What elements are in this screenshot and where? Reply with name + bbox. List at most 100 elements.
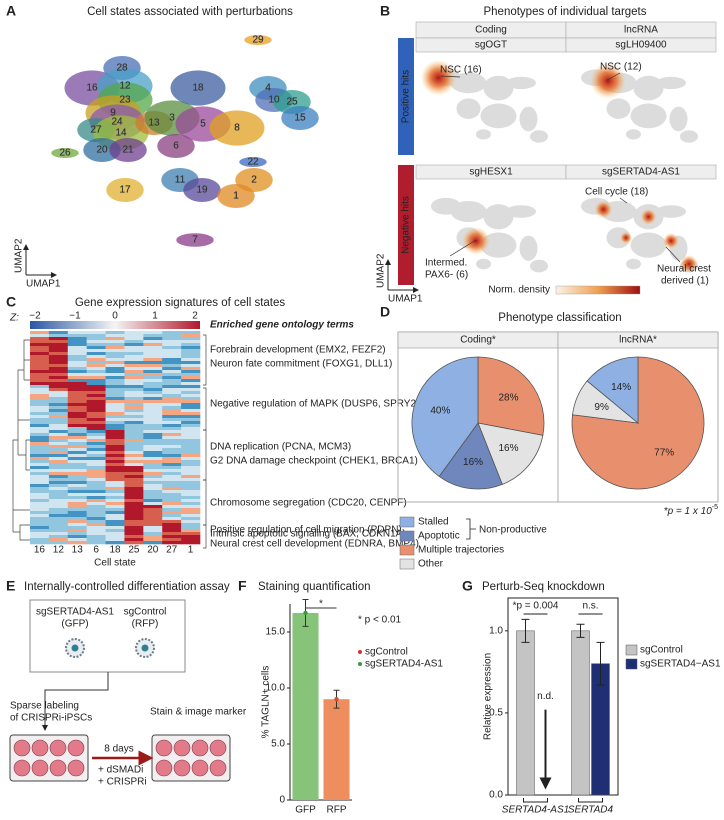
umap-background: [506, 205, 536, 218]
heatmap-cell: [143, 541, 163, 545]
heatmap-cell: [48, 334, 69, 338]
heatmap-cell: [86, 451, 106, 455]
heatmap-cell: [86, 529, 106, 533]
heatmap-cell: [86, 355, 106, 359]
heatmap-cell: [143, 481, 163, 485]
heatmap-cell: [162, 370, 182, 374]
heatmap-cell: [124, 397, 144, 401]
x-tick-label: 16: [34, 545, 46, 556]
heatmap-cell: [105, 436, 125, 440]
heatmap-cell: [143, 442, 163, 446]
y-axis-label: Relative expression: [483, 653, 494, 740]
cluster-cloud: [239, 157, 267, 167]
heatmap-cell: [143, 343, 163, 347]
umap-background: [476, 129, 491, 140]
heatmap-cell: [162, 505, 182, 509]
heatmap-cell: [67, 376, 87, 380]
heatmap-cell: [86, 478, 106, 482]
axis-label: UMAP2: [376, 253, 387, 288]
heatmap-cell: [86, 436, 106, 440]
heatmap-cell: [67, 523, 87, 527]
heatmap-cell: [30, 379, 50, 383]
heatmap-cell: [86, 520, 106, 524]
heatmap-cell: [86, 370, 106, 374]
heatmap-cell: [162, 349, 182, 353]
cluster-label: 22: [247, 157, 259, 168]
heatmap-cell: [48, 460, 69, 464]
heatmap-cell: [105, 451, 125, 455]
heatmap-cell: [30, 391, 50, 395]
cluster-cloud: [170, 70, 226, 106]
heatmap-cell: [143, 409, 163, 413]
cluster-cloud: [83, 138, 121, 162]
heatmap-cell: [105, 376, 125, 380]
heatmap-cell: [162, 526, 182, 530]
heatmap-cell: [67, 334, 87, 338]
heatmap-cell: [143, 490, 163, 494]
heatmap-cell: [124, 430, 144, 434]
heatmap-cell: [48, 451, 69, 455]
heatmap-cell: [143, 337, 163, 341]
heatmap-cell: [181, 442, 201, 446]
heatmap-cell: [143, 427, 163, 431]
heatmap-cell: [48, 397, 69, 401]
heatmap-cell: [162, 520, 182, 524]
heatmap-cell: [67, 382, 87, 386]
heatmap-cell: [48, 442, 69, 446]
legend-group: Non-productive: [479, 525, 547, 536]
heatmap-cell: [67, 487, 87, 491]
heatmap-cell: [86, 481, 106, 485]
heatmap-cell: [67, 457, 87, 461]
heatmap-cell: [86, 463, 106, 467]
heatmap-cell: [181, 355, 201, 359]
heatmap-cell: [67, 391, 87, 395]
cluster-label: 19: [196, 185, 208, 196]
heatmap-cell: [162, 409, 182, 413]
heatmap-cell: [48, 358, 69, 362]
heatmap-cell: [86, 472, 106, 476]
axis-label: UMAP1: [388, 294, 423, 305]
heatmap-cell: [143, 421, 163, 425]
heatmap-cell: [30, 487, 50, 491]
heatmap-cell: [162, 394, 182, 398]
heatmap-cell: [105, 454, 125, 458]
group-bracket: [523, 798, 548, 803]
heatmap-cell: [67, 370, 87, 374]
heatmap-cell: [124, 526, 144, 530]
heatmap-cell: [30, 388, 50, 392]
x-tick-label: RFP: [327, 805, 347, 816]
heatmap-cell: [105, 511, 125, 515]
heatmap-cell: [48, 346, 69, 350]
heatmap-cell: [162, 442, 182, 446]
heatmap-cell: [143, 487, 163, 491]
heatmap-cell: [181, 469, 201, 473]
heatmap-cell: [181, 514, 201, 518]
heatmap-cell: [124, 364, 144, 368]
heatmap-cell: [67, 514, 87, 518]
heatmap-cell: [181, 346, 201, 350]
heatmap-cell: [48, 505, 69, 509]
heatmap-cell: [86, 496, 106, 500]
heatmap-cell: [181, 460, 201, 464]
heatmap-cell: [30, 448, 50, 452]
heatmap-cell: [124, 538, 144, 542]
heatmap-cell: [143, 439, 163, 443]
heatmap-cell: [105, 367, 125, 371]
heatmap-cell: [67, 535, 87, 539]
heatmap-cell: [67, 517, 87, 521]
heatmap-cell: [143, 388, 163, 392]
heatmap-cell: [181, 424, 201, 428]
heatmap-cell: [30, 442, 50, 446]
heatmap-cell: [162, 415, 182, 419]
heatmap-cell: [181, 463, 201, 467]
heatmap-cell: [30, 352, 50, 356]
heatmap-cell: [67, 451, 87, 455]
cluster-label: 25: [286, 97, 298, 108]
heatmap-cell: [162, 508, 182, 512]
heatmap-cell: [181, 382, 201, 386]
pie-title: Coding*: [460, 335, 496, 346]
heatmap-cell: [30, 370, 50, 374]
x-tick-label: SERTAD4: [568, 805, 614, 816]
heatmap-cell: [86, 487, 106, 491]
heatmap-cell: [162, 484, 182, 488]
